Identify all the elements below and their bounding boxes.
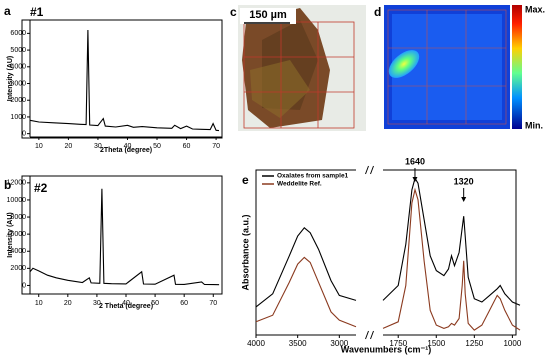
x-axis-label: 2 Theta (degree) <box>99 303 153 310</box>
scale-bar-label: 150 µm <box>249 9 287 21</box>
x-tick-label: 70 <box>209 300 217 307</box>
axis-break <box>370 165 374 175</box>
y-tick-label: 0 <box>22 131 26 138</box>
panel-title: #1 <box>30 5 44 19</box>
axis-frame <box>383 169 517 336</box>
x-tick-label: 70 <box>212 143 220 150</box>
y-tick-label: 4000 <box>10 64 26 71</box>
spectrum-line <box>255 256 357 328</box>
x-tick-label: 3500 <box>289 339 307 348</box>
x-tick-label: 60 <box>183 143 191 150</box>
y-tick-label: 5000 <box>10 47 26 54</box>
panel-title: #2 <box>34 181 48 195</box>
annotation: 1640 <box>405 156 425 166</box>
spectrum-line <box>382 187 521 331</box>
x-tick-label: 60 <box>180 300 188 307</box>
y-tick-label: 2000 <box>10 265 26 272</box>
y-tick-label: 8000 <box>10 214 26 221</box>
x-tick-label: 40 <box>122 300 130 307</box>
panel-label: b <box>4 178 11 192</box>
spectrum-line <box>382 176 521 306</box>
legend-label: Oxalates from sample1 <box>277 173 349 180</box>
y-tick-label: 6000 <box>10 231 26 238</box>
spectrum-line <box>29 188 220 286</box>
spectrum-line <box>29 29 220 132</box>
y-tick-label: 1000 <box>10 114 26 121</box>
x-tick-label: 20 <box>64 300 72 307</box>
axis-frame <box>255 169 356 336</box>
x-tick-label: 1250 <box>465 339 483 348</box>
annotation-arrowhead <box>461 197 467 202</box>
axis-break <box>370 330 374 340</box>
x-tick-label: 10 <box>35 143 43 150</box>
raman-map <box>384 5 522 129</box>
x-tick-label: 50 <box>153 143 161 150</box>
axis-break <box>365 330 369 340</box>
x-tick-label: 4000 <box>247 339 265 348</box>
y-tick-label: 12000 <box>7 180 27 187</box>
x-tick-label: 3000 <box>330 339 348 348</box>
panel-label: d <box>374 5 381 19</box>
axis-break <box>365 165 369 175</box>
colorbar-max: Max. <box>525 4 545 14</box>
annotation-arrowhead <box>412 177 418 182</box>
annotation: 1320 <box>454 176 474 186</box>
x-tick-label: 1000 <box>503 339 521 348</box>
panel-frame <box>21 19 223 139</box>
x-axis-label: Wavenumbers (cm⁻¹) <box>341 344 431 354</box>
colorbar-min: Min. <box>525 120 543 130</box>
legend-label: Weddelite Ref. <box>277 181 322 188</box>
micrograph <box>238 5 366 131</box>
x-tick-label: 30 <box>93 300 101 307</box>
x-tick-label: 40 <box>124 143 132 150</box>
panel-label: a <box>4 4 11 18</box>
y-axis-label: Absorbance (a.u.) <box>240 214 250 290</box>
y-tick-label: 4000 <box>10 248 26 255</box>
panel-label: e <box>242 173 249 187</box>
spectrum-line <box>255 227 357 308</box>
panel-label: c <box>230 5 237 19</box>
x-tick-label: 1750 <box>389 339 407 348</box>
y-tick-label: 0 <box>22 282 26 289</box>
x-axis-label: 2Theta (degree) <box>100 147 152 154</box>
y-tick-label: 10000 <box>7 197 27 204</box>
x-tick-label: 10 <box>35 300 43 307</box>
y-tick-label: 2000 <box>10 97 26 104</box>
x-tick-label: 50 <box>151 300 159 307</box>
y-axis-label: Intensity (AU) <box>7 212 14 258</box>
y-tick-label: 6000 <box>10 30 26 37</box>
x-tick-label: 30 <box>94 143 102 150</box>
x-tick-label: 1500 <box>427 339 445 348</box>
y-axis-label: Intensity (AU) <box>7 56 14 102</box>
y-tick-label: 3000 <box>10 80 26 87</box>
x-tick-label: 20 <box>65 143 73 150</box>
